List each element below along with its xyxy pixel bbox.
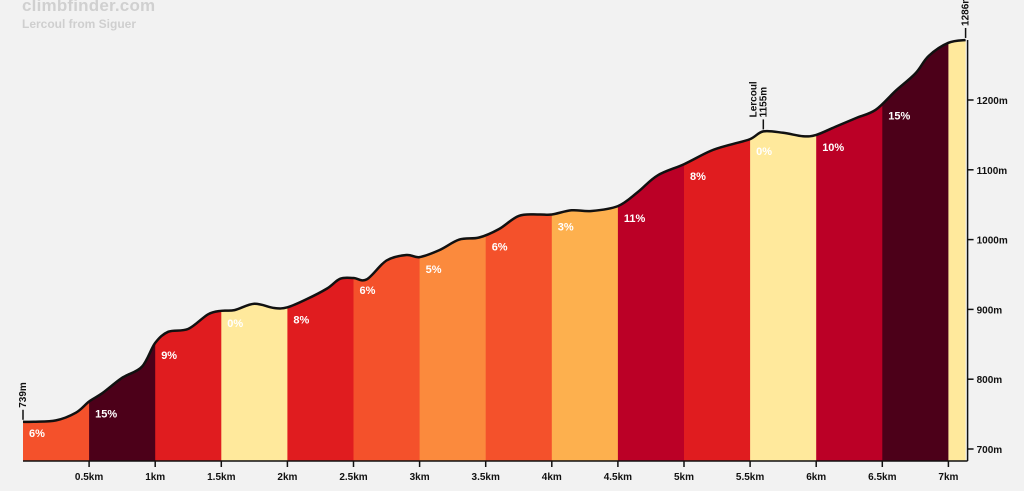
x-tick-label-14: 7km <box>938 472 958 483</box>
y-tick-label-3: 900m <box>977 305 1003 316</box>
gradient-label-3: 9% <box>161 350 177 362</box>
gradient-label-9: 3% <box>558 221 574 233</box>
y-tick-label-6: 1200m <box>977 96 1008 107</box>
gradient-segment-2 <box>89 40 156 461</box>
x-tick-label-5: 2.5km <box>339 472 367 483</box>
gradient-segment-13 <box>816 40 883 461</box>
gradient-segment-10 <box>617 40 685 461</box>
gradient-label-14: 15% <box>888 110 910 122</box>
gradient-segment-6 <box>353 40 421 461</box>
gradient-label-10: 11% <box>624 213 646 225</box>
gradient-label-2: 15% <box>95 409 117 421</box>
annotation-text-2-2: 1155m <box>758 87 769 118</box>
x-tick-label-8: 4km <box>542 472 562 483</box>
gradient-label-11: 8% <box>690 171 706 183</box>
x-tick-label-2: 1km <box>145 472 165 483</box>
gradient-segment-7 <box>419 40 487 461</box>
annotation-1: 739m <box>18 382 29 420</box>
gradient-segment-11 <box>684 40 751 461</box>
x-tick-label-12: 6km <box>806 472 826 483</box>
x-tick-label-9: 4.5km <box>604 472 632 483</box>
gradient-segment-1 <box>23 40 90 461</box>
gradient-segment-14 <box>882 40 949 461</box>
y-tick-label-4: 1000m <box>977 236 1008 247</box>
annotation-text-3-1: 1286m <box>961 0 972 26</box>
y-tick-label-2: 800m <box>977 375 1003 386</box>
chart-subtitle: Lercoul from Siguer <box>22 17 137 31</box>
brand-logo: climbfinder.com <box>22 0 156 15</box>
y-tick-label-1: 700m <box>977 445 1003 456</box>
x-tick-label-1: 0.5km <box>75 472 103 483</box>
gradient-label-13: 10% <box>822 142 844 154</box>
gradient-segment-4 <box>221 40 288 461</box>
gradient-segment-3 <box>155 40 222 461</box>
gradient-label-7: 5% <box>426 264 442 276</box>
annotation-text-1-1: 739m <box>18 382 29 408</box>
x-tick-label-4: 2km <box>277 472 297 483</box>
x-tick-label-3: 1.5km <box>207 472 235 483</box>
profile-line <box>22 38 966 424</box>
x-tick-label-13: 6.5km <box>868 472 896 483</box>
x-tick-label-7: 3.5km <box>472 472 500 483</box>
x-tick-label-11: 5.5km <box>736 472 764 483</box>
y-tick-label-5: 1100m <box>977 166 1008 177</box>
annotation-2: Lercoul 1155m <box>748 81 769 130</box>
gradient-segment-12 <box>750 40 817 461</box>
gradient-label-6: 6% <box>360 285 376 297</box>
gradient-label-8: 6% <box>492 242 508 254</box>
x-tick-label-6: 3km <box>410 472 430 483</box>
gradient-segment-5 <box>287 40 355 461</box>
gradient-label-1: 6% <box>29 428 45 440</box>
annotation-text-2-1: Lercoul <box>748 81 759 117</box>
x-tick-label-10: 5km <box>674 472 694 483</box>
gradient-segment-15 <box>948 40 966 461</box>
gradient-label-4: 0% <box>227 318 243 330</box>
annotation-3: 1286m <box>961 0 972 38</box>
gradient-label-5: 8% <box>293 314 309 326</box>
gradient-label-12: 0% <box>756 146 772 158</box>
